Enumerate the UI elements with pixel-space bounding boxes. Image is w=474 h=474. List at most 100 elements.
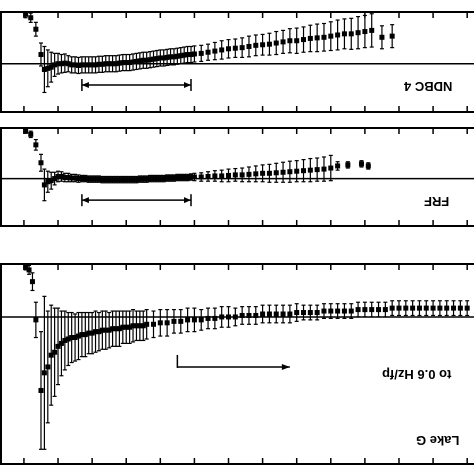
data-point	[188, 52, 194, 58]
data-point	[191, 317, 197, 323]
data-point	[174, 175, 180, 181]
data-point	[246, 43, 252, 49]
data-point	[416, 305, 422, 311]
data-point	[93, 329, 99, 335]
data-point	[164, 320, 170, 326]
data-point	[41, 66, 47, 72]
data-point	[287, 38, 293, 44]
data-point	[314, 167, 320, 173]
data-point	[266, 41, 272, 47]
panel-3: Lake G to 0.6 Hz/fp	[0, 263, 474, 465]
data-point	[464, 305, 470, 311]
data-point	[389, 305, 395, 311]
panel-2-ticks	[23, 128, 468, 226]
data-point	[198, 317, 204, 323]
data-point	[301, 37, 307, 43]
data-point	[123, 324, 129, 330]
range-arrow-head	[81, 197, 89, 204]
data-point	[307, 167, 313, 173]
data-point	[321, 166, 327, 172]
data-point	[103, 61, 109, 67]
data-point	[185, 175, 191, 181]
data-point	[362, 307, 368, 313]
data-point	[178, 53, 184, 59]
data-point	[103, 177, 109, 183]
data-point	[120, 177, 126, 183]
data-point	[348, 31, 354, 37]
data-point	[79, 176, 85, 182]
data-point	[321, 308, 327, 314]
data-point	[69, 335, 75, 341]
data-point	[48, 352, 54, 358]
data-point	[79, 62, 85, 68]
data-point	[110, 326, 116, 332]
data-point	[120, 324, 126, 330]
data-point	[116, 60, 122, 66]
data-point	[23, 128, 29, 134]
panel-2: FRF	[0, 127, 474, 227]
data-point	[137, 176, 143, 182]
data-point	[33, 142, 39, 148]
data-point	[86, 330, 92, 336]
data-point	[280, 169, 286, 175]
data-point	[157, 320, 163, 326]
data-point	[369, 307, 375, 313]
data-point	[28, 15, 34, 21]
data-point	[38, 52, 44, 58]
data-point	[205, 315, 211, 321]
panel-3-label: Lake G	[416, 433, 459, 448]
data-point	[382, 307, 388, 313]
data-point	[41, 182, 47, 188]
data-point	[127, 60, 133, 66]
data-point	[96, 61, 102, 67]
data-point	[86, 62, 92, 68]
data-point	[376, 307, 382, 313]
panel-2-label: FRF	[424, 194, 449, 209]
data-point	[99, 61, 105, 67]
data-point	[174, 53, 180, 59]
data-point	[28, 131, 34, 137]
panel-1-label: NDBC 4	[403, 79, 452, 94]
data-point	[58, 173, 64, 179]
data-point	[144, 57, 150, 63]
data-point	[253, 171, 259, 177]
data-point	[123, 60, 129, 66]
data-point	[133, 177, 139, 183]
data-point	[301, 168, 307, 174]
data-point	[38, 387, 44, 393]
data-point	[154, 56, 160, 62]
data-point	[29, 279, 35, 285]
data-point	[280, 39, 286, 45]
data-point	[82, 62, 88, 68]
data-point	[161, 55, 167, 61]
range-arrow-head	[184, 81, 192, 88]
data-point	[23, 11, 29, 17]
data-point	[168, 54, 174, 60]
data-point	[328, 165, 334, 171]
data-point	[171, 318, 177, 324]
data-point	[239, 45, 245, 51]
data-point	[55, 343, 61, 349]
data-point	[45, 65, 51, 71]
data-point	[33, 317, 39, 323]
data-point	[444, 305, 450, 311]
data-point	[164, 175, 170, 181]
panel-2-marks	[0, 128, 474, 207]
data-point	[307, 35, 313, 41]
data-point	[280, 311, 286, 317]
data-point	[232, 172, 238, 178]
panel-1: NDBC 4	[0, 11, 474, 113]
data-point	[198, 174, 204, 180]
data-point	[106, 177, 112, 183]
data-point	[301, 310, 307, 316]
data-point	[294, 38, 300, 44]
data-point	[260, 311, 266, 317]
data-point	[348, 308, 354, 314]
data-point	[62, 60, 68, 66]
data-point	[328, 308, 334, 314]
data-point	[226, 46, 232, 52]
data-point	[86, 176, 92, 182]
data-point	[130, 323, 136, 329]
data-point	[147, 176, 153, 182]
